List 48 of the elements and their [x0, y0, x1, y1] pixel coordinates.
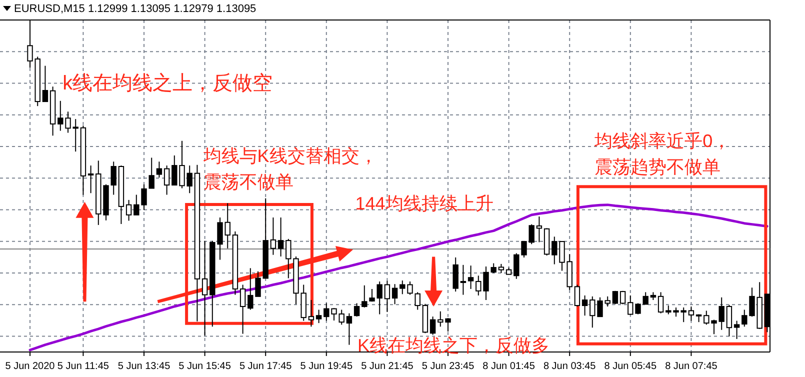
x-tick-label: 8 Jun 07:45	[665, 361, 718, 372]
candlestick	[278, 216, 284, 257]
candlestick	[42, 65, 48, 102]
candlestick	[726, 304, 732, 337]
candlestick	[460, 264, 466, 296]
candlestick	[688, 306, 694, 322]
candlestick	[164, 165, 170, 196]
candlestick	[658, 292, 664, 314]
candlestick	[612, 290, 618, 305]
chart-title: EURUSD,M15 1.12999 1.13095 1.12979 1.13095	[14, 3, 256, 15]
x-tick-label: 5 Jun 23:45	[422, 361, 475, 372]
candlestick	[384, 280, 390, 313]
candlestick	[498, 263, 504, 274]
x-tick-label: 5 Jun 17:45	[239, 361, 292, 372]
candlestick	[734, 320, 740, 340]
x-tick-label: 5 Jun 13:45	[118, 361, 171, 372]
x-tick-label: 8 Jun 05:45	[604, 361, 657, 372]
x-tick-label: 8 Jun 01:45	[482, 361, 536, 372]
candlestick	[430, 316, 436, 336]
candlestick	[202, 240, 208, 336]
annotation: 均线斜率近乎0，震荡趋势不做单	[594, 131, 731, 178]
x-tick-label: 5 Jun 19:45	[300, 361, 353, 372]
candlestick	[354, 302, 360, 318]
candlestick	[574, 284, 580, 307]
x-tick-label: 5 Jun 21:45	[361, 361, 414, 372]
annotation: 均线与K线交替相交，震荡不做单	[202, 146, 378, 192]
candlestick	[270, 216, 276, 256]
candlestick	[392, 284, 398, 305]
annotation: k线在均线之上，反做空	[62, 72, 273, 95]
candlestick	[620, 290, 626, 305]
candlestick	[536, 216, 542, 243]
annotation: K线在均线之下，反做多	[358, 335, 550, 356]
candlestick	[452, 256, 458, 292]
candlestick	[582, 294, 588, 316]
candlestick	[414, 292, 420, 310]
candlestick	[468, 265, 474, 290]
x-tick-label: 5 Jun 15:45	[178, 361, 232, 372]
annotation: 144均线持续上升	[355, 194, 494, 214]
x-tick-label: 5 Jun 2020	[5, 361, 56, 372]
candlestick	[156, 161, 162, 178]
candlestick	[240, 284, 246, 334]
candlestick	[126, 199, 132, 222]
candlestick	[308, 299, 314, 328]
x-tick-label: 5 Jun 11:45	[57, 361, 110, 372]
candlestick	[316, 309, 322, 324]
x-tick-label: 8 Jun 03:45	[543, 361, 596, 372]
candlestick	[346, 312, 352, 346]
candlestick	[88, 165, 94, 194]
